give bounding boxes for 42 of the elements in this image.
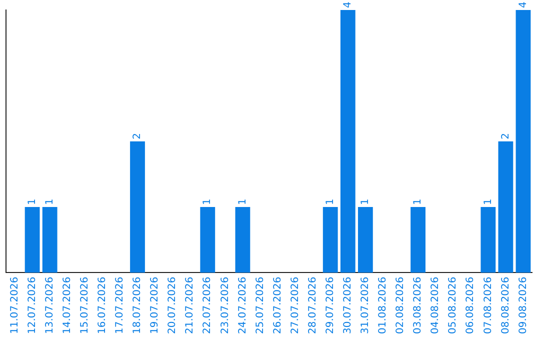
- x-tick-label: 02.08.2026: [395, 276, 406, 334]
- data-label: 2: [500, 132, 512, 140]
- data-label: 1: [360, 198, 372, 206]
- x-tick-label: 16.07.2026: [97, 276, 108, 334]
- data-label: 1: [44, 198, 56, 206]
- data-label: 1: [482, 198, 494, 206]
- data-label: 2: [132, 132, 144, 140]
- x-tick-label: 03.08.2026: [412, 276, 424, 334]
- data-label: 4: [518, 2, 529, 8]
- data-label: 1: [26, 198, 38, 206]
- x-tick-label: 29.07.2026: [324, 276, 336, 334]
- x-tick-label: 25.07.2026: [254, 276, 266, 334]
- x-tick-label: 05.08.2026: [448, 276, 459, 334]
- x-tick-label: 17.07.2026: [114, 276, 126, 334]
- x-tick-label: 21.07.2026: [184, 276, 196, 334]
- x-tick-label: 31.07.2026: [360, 276, 372, 334]
- x-tick-label: 24.07.2026: [237, 276, 248, 334]
- x-tick-label: 26.07.2026: [272, 276, 284, 334]
- x-tick-label: 15.07.2026: [79, 276, 90, 334]
- data-label: 1: [237, 198, 248, 206]
- x-tick-label: 22.07.2026: [202, 276, 214, 334]
- x-tick-label: 18.07.2026: [132, 276, 144, 334]
- data-label: 4: [342, 2, 354, 8]
- x-tick-label: 07.08.2026: [482, 276, 494, 334]
- x-tick-label: 04.08.2026: [430, 276, 442, 334]
- x-tick-label: 13.07.2026: [44, 276, 56, 334]
- x-tick-label: 19.07.2026: [150, 276, 161, 334]
- x-tick-label: 27.07.2026: [290, 276, 301, 334]
- x-tick-label: 23.07.2026: [220, 276, 231, 334]
- data-label: 1: [412, 198, 424, 206]
- x-tick-label: 06.08.2026: [465, 276, 476, 334]
- x-tick-label: 01.08.2026: [378, 276, 389, 334]
- x-tick-label: 09.08.2026: [518, 276, 529, 334]
- data-label: 1: [324, 198, 336, 206]
- x-tick-label: 20.07.2026: [167, 276, 178, 334]
- x-tick-label: 11.07.2026: [9, 276, 20, 334]
- x-tick-label: 14.07.2026: [62, 276, 73, 334]
- x-tick-label: 08.08.2026: [500, 276, 512, 334]
- x-tick-label: 30.07.2026: [342, 276, 354, 334]
- x-tick-label: 12.07.2026: [26, 276, 38, 334]
- data-label: 1: [202, 198, 214, 206]
- x-tick-label: 28.07.2026: [307, 276, 318, 334]
